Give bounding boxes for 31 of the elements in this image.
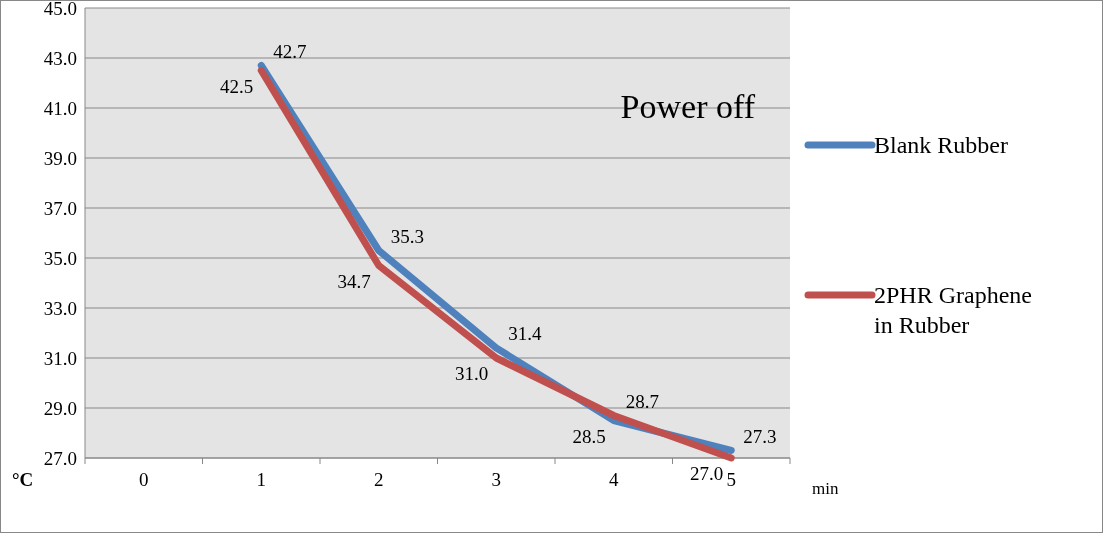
x-tick-label: 0 xyxy=(139,469,149,490)
legend-label: 2PHR Graphene in Rubber xyxy=(874,282,1032,339)
y-tick-label: 27.0 xyxy=(43,447,77,469)
data-label: 28.5 xyxy=(572,425,606,447)
x-tick-label: 3 xyxy=(491,469,501,490)
annotation: Power off xyxy=(620,88,756,125)
y-tick-label: 29.0 xyxy=(43,397,77,419)
y-tick-label: 43.0 xyxy=(43,47,77,69)
y-tick-label: 35.0 xyxy=(43,247,77,269)
data-label: 27.0 xyxy=(690,463,724,484)
y-tick-label: 39.0 xyxy=(43,147,77,169)
data-label: 28.7 xyxy=(625,390,659,412)
data-label: 42.5 xyxy=(220,75,254,97)
data-label: 34.7 xyxy=(337,270,371,292)
y-axis-title: °C xyxy=(12,469,34,490)
y-tick-label: 31.0 xyxy=(43,347,77,369)
data-label: 42.7 xyxy=(273,40,307,62)
y-tick-label: 37.0 xyxy=(43,197,77,219)
data-label: 31.0 xyxy=(455,363,489,384)
legend-label: Blank Rubber xyxy=(874,132,1008,159)
x-tick-label: 2 xyxy=(374,469,384,490)
y-tick-label: 33.0 xyxy=(43,297,77,319)
x-tick-label: 1 xyxy=(256,469,266,490)
y-tick-label: 45.0 xyxy=(43,0,77,19)
x-axis-title: min xyxy=(812,479,839,498)
data-label: 27.3 xyxy=(743,425,777,447)
y-tick-label: 41.0 xyxy=(43,97,77,119)
data-label: 35.3 xyxy=(390,225,424,247)
data-label: 31.4 xyxy=(508,323,542,344)
x-tick-label: 4 xyxy=(609,469,619,490)
x-tick-label: 5 xyxy=(726,469,736,490)
